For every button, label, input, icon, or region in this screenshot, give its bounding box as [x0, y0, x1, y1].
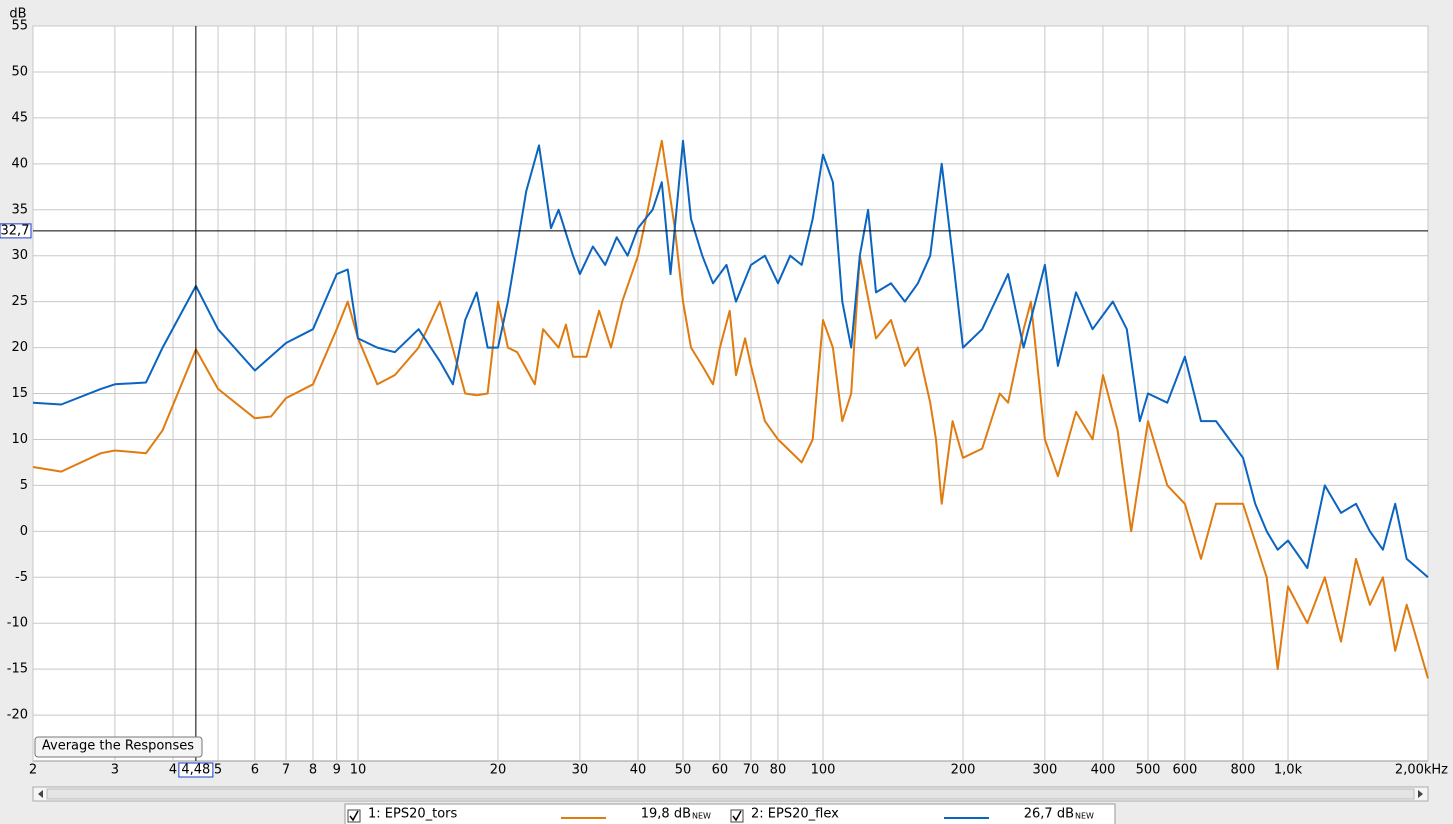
y-tick-label: 20: [11, 340, 28, 355]
y-tick-label: 30: [11, 248, 28, 263]
y-tick-label: 25: [11, 294, 28, 309]
x-tick-label: 5: [214, 763, 222, 778]
y-tick-label: -5: [15, 570, 28, 585]
x-tick-label: 1,0k: [1274, 763, 1303, 778]
series-line: [32, 139, 1429, 579]
y-tick-label: 45: [11, 110, 28, 125]
average-button[interactable]: [34, 736, 203, 758]
legend-check[interactable]: [349, 810, 359, 822]
cursor-x-label: 4,48: [181, 763, 210, 778]
x-tick-label: 2,00kHz: [1395, 763, 1448, 778]
x-tick-label: 8: [309, 763, 317, 778]
x-tick-label: 200: [951, 763, 976, 778]
scrollbar-thumb[interactable]: [46, 788, 1415, 800]
y-tick-label: -10: [7, 616, 28, 631]
cursor-y-box: [0, 223, 32, 239]
x-tick-label: 600: [1172, 763, 1197, 778]
legend-name: 1: EPS20_tors: [368, 807, 458, 822]
y-tick-label: 55: [11, 19, 28, 34]
x-tick-label: 60: [712, 763, 729, 778]
x-tick-label: 40: [630, 763, 647, 778]
x-tick-label: 9: [333, 763, 341, 778]
y-axis-label: dB: [9, 7, 26, 22]
x-tick-label: 30: [572, 763, 589, 778]
y-tick-label: 5: [20, 478, 28, 493]
x-tick-label: 70: [743, 763, 760, 778]
legend-name: 2: EPS20_flex: [751, 807, 839, 822]
x-tick-label: 7: [282, 763, 290, 778]
legend-value: 19,8 dB: [641, 807, 691, 822]
x-tick-label: 10: [350, 763, 367, 778]
x-tick-label: 80: [770, 763, 787, 778]
y-tick-label: 40: [11, 156, 28, 171]
x-tick-label: 800: [1231, 763, 1256, 778]
y-tick-label: -20: [7, 708, 28, 723]
x-tick-label: 4: [169, 763, 177, 778]
y-tick-label: 50: [11, 64, 28, 79]
x-tick-label: 100: [811, 763, 836, 778]
x-tick-label: 6: [251, 763, 259, 778]
series-line: [32, 139, 1429, 679]
x-tick-label: 2: [29, 763, 37, 778]
cursor-y-label: 32,7: [1, 223, 30, 238]
legend-tag: NEW: [1075, 812, 1094, 821]
x-tick-label: 50: [675, 763, 692, 778]
cursor-x-box: [178, 762, 214, 778]
legend-value: 26,7 dB: [1024, 807, 1074, 822]
x-tick-label: 300: [1032, 763, 1057, 778]
x-tick-label: 500: [1136, 763, 1161, 778]
y-tick-label: 15: [11, 386, 28, 401]
x-tick-label: 400: [1091, 763, 1116, 778]
legend-panel: [344, 803, 1116, 824]
y-tick-label: 0: [20, 524, 28, 539]
y-tick-label: 10: [11, 432, 28, 447]
y-tick-label: -15: [7, 662, 28, 677]
legend-check[interactable]: [732, 810, 742, 822]
average-button-label[interactable]: Average the Responses: [42, 739, 194, 754]
x-tick-label: 20: [490, 763, 507, 778]
x-tick-label: 3: [111, 763, 119, 778]
legend-tag: NEW: [692, 812, 711, 821]
y-tick-label: 35: [11, 202, 28, 217]
